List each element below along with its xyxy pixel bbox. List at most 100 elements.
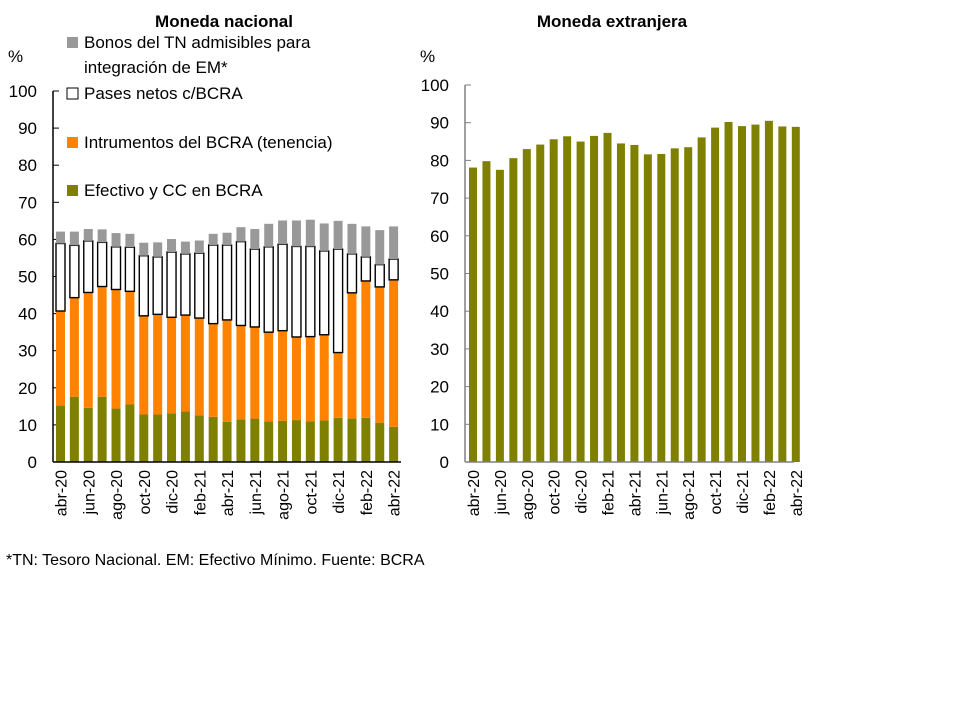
legend-label: Pases netos c/BCRA bbox=[84, 84, 243, 103]
bar-segment-pases bbox=[194, 252, 205, 319]
bar-segment-bonos bbox=[56, 231, 65, 244]
bar-segment-efectivo bbox=[56, 405, 65, 462]
bar-segment-instrumentos bbox=[291, 336, 301, 421]
y-tick-label: 0 bbox=[28, 453, 37, 472]
bar-segment-pases bbox=[305, 245, 316, 338]
bar-segment-instrumentos bbox=[56, 311, 65, 406]
bar-segment-bonos bbox=[250, 229, 260, 250]
x-tick-label: dic-21 bbox=[331, 470, 348, 514]
bar bbox=[751, 124, 760, 463]
bar-segment-instrumentos bbox=[333, 352, 343, 418]
chart-title-moneda-nacional: Moneda nacional bbox=[155, 12, 293, 31]
x-tick-label: abr-20 bbox=[54, 470, 71, 516]
bar-segment-efectivo bbox=[278, 420, 288, 462]
bar-segment-pases bbox=[277, 243, 288, 332]
bar-segment-bonos bbox=[347, 223, 357, 254]
bar bbox=[778, 126, 787, 462]
y-axis-unit-right: % bbox=[420, 47, 435, 66]
bar-segment-bonos bbox=[361, 226, 371, 257]
bar bbox=[684, 147, 693, 462]
y-tick-label: 80 bbox=[18, 156, 37, 175]
y-tick-label: 80 bbox=[430, 151, 449, 170]
bar-segment-pases bbox=[110, 246, 122, 291]
x-tick-label: jun-21 bbox=[654, 470, 671, 516]
x-tick-label: ago-20 bbox=[520, 470, 537, 520]
bar-segment-pases bbox=[152, 256, 163, 316]
x-tick-label: abr-21 bbox=[220, 470, 237, 516]
legend-label: Bonos del TN admisibles para bbox=[84, 33, 311, 52]
bar-segment-instrumentos bbox=[319, 334, 329, 421]
bar-segment-pases bbox=[346, 253, 358, 294]
y-tick-label: 30 bbox=[430, 340, 449, 359]
y-tick-label: 0 bbox=[440, 453, 449, 472]
bar-segment-bonos bbox=[208, 233, 218, 245]
x-tick-label: jun-21 bbox=[248, 470, 265, 516]
bar-segment-pases bbox=[96, 241, 108, 288]
x-tick-label: ago-21 bbox=[681, 470, 698, 520]
bar bbox=[643, 154, 652, 463]
bar-segment-pases bbox=[124, 246, 136, 293]
bar-segment-bonos bbox=[97, 229, 107, 243]
bar bbox=[563, 136, 572, 462]
bar bbox=[724, 121, 733, 463]
bar-segment-efectivo bbox=[264, 421, 274, 462]
bar-segment-pases bbox=[207, 244, 219, 325]
bar-segment-instrumentos bbox=[250, 326, 260, 419]
bar-segment-efectivo bbox=[139, 414, 149, 462]
bar-segment-bonos bbox=[333, 220, 343, 250]
x-tick-label: abr-21 bbox=[627, 470, 644, 516]
x-tick-label: jun-20 bbox=[81, 470, 98, 516]
bar-segment-instrumentos bbox=[194, 318, 204, 416]
bar-segment-efectivo bbox=[291, 420, 301, 462]
bar-segment-bonos bbox=[194, 240, 204, 254]
legend-label: Intrumentos del BCRA (tenencia) bbox=[84, 133, 333, 152]
bar-segment-instrumentos bbox=[361, 280, 371, 418]
bar-segment-pases bbox=[55, 242, 66, 312]
bar-segment-instrumentos bbox=[139, 315, 149, 415]
chart-title-moneda-extranjera: Moneda extranjera bbox=[537, 12, 688, 31]
bar-segment-bonos bbox=[319, 223, 329, 251]
bar-segment-bonos bbox=[139, 242, 149, 256]
bar-segment-pases bbox=[180, 253, 191, 316]
bars-right bbox=[469, 120, 800, 463]
bar-segment-pases bbox=[263, 246, 274, 333]
bar-segment-bonos bbox=[389, 226, 399, 260]
bar-segment-instrumentos bbox=[125, 291, 135, 405]
y-tick-label: 90 bbox=[430, 114, 449, 133]
x-tick-label: abr-20 bbox=[466, 470, 483, 516]
bar-segment-pases bbox=[388, 258, 399, 281]
x-tick-label: ago-21 bbox=[276, 470, 293, 520]
bar bbox=[536, 144, 545, 463]
y-tick-label: 40 bbox=[430, 302, 449, 321]
x-tick-label: oct-21 bbox=[303, 470, 320, 515]
x-tick-label: oct-20 bbox=[137, 470, 154, 515]
bar-segment-pases bbox=[69, 244, 80, 299]
bar-segment-efectivo bbox=[83, 407, 93, 462]
bar-segment-instrumentos bbox=[236, 325, 246, 420]
bar bbox=[697, 137, 706, 462]
bar-segment-pases bbox=[374, 263, 385, 288]
y-tick-label: 60 bbox=[430, 227, 449, 246]
bar-segment-bonos bbox=[222, 232, 232, 245]
bar-segment-efectivo bbox=[194, 415, 204, 462]
bar bbox=[738, 126, 746, 462]
legend-swatch bbox=[67, 185, 78, 196]
bar bbox=[791, 126, 800, 463]
x-axis-left: abr-20 jun-20 ago-20 oct-20 dic-20 feb-21 abr-… bbox=[53, 461, 404, 520]
bar-segment-efectivo bbox=[222, 421, 232, 462]
y-tick-label: 90 bbox=[18, 119, 37, 138]
chart-moneda-nacional: Moneda nacional % 0 10 20 30 40 50 60 70 80 90 100… bbox=[8, 12, 404, 520]
bar-segment-bonos bbox=[278, 220, 288, 245]
y-tick-label: 30 bbox=[18, 342, 37, 361]
bar-segment-pases bbox=[291, 245, 302, 338]
x-tick-label: dic-20 bbox=[165, 470, 182, 514]
footnote: *TN: Tesoro Nacional. EM: Efectivo Mínim… bbox=[6, 552, 425, 569]
bar-segment-efectivo bbox=[236, 419, 246, 462]
bar-segment-bonos bbox=[236, 227, 246, 242]
y-tick-label: 10 bbox=[430, 415, 449, 434]
bar-segment-instrumentos bbox=[83, 292, 93, 408]
bar-segment-efectivo bbox=[389, 426, 399, 462]
bar bbox=[509, 158, 518, 462]
legend: Bonos del TN admisibles para integración … bbox=[66, 33, 333, 200]
chart-moneda-extranjera: Moneda extranjera % 0 10 20 30 40 50 60 70 80 90 1… bbox=[420, 12, 806, 520]
